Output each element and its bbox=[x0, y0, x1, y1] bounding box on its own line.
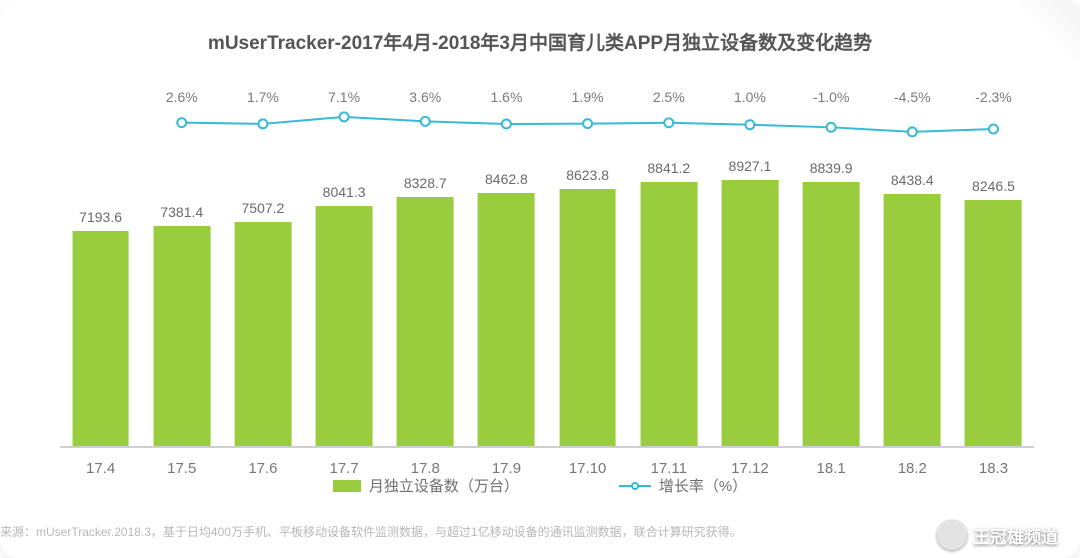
watermark: 王冠雄频道 bbox=[937, 520, 1058, 550]
bar bbox=[316, 206, 373, 446]
column: 8246.518.3-2.3% bbox=[953, 75, 1034, 446]
bar-value-label: 8839.9 bbox=[810, 160, 853, 176]
legend-bar-label: 月独立设备数（万台） bbox=[369, 475, 519, 496]
legend-line-label: 增长率（%） bbox=[659, 475, 747, 496]
bar-value-label: 7193.6 bbox=[79, 209, 122, 225]
legend-line-swatch bbox=[619, 481, 651, 491]
source-text: 来源：mUserTracker.2018.3，基于日均400万手机、平板移动设备… bbox=[0, 523, 742, 540]
growth-label: -4.5% bbox=[894, 89, 931, 105]
watermark-avatar bbox=[937, 520, 967, 550]
growth-label: 1.0% bbox=[734, 89, 766, 105]
column: 8841.217.112.5% bbox=[628, 75, 709, 446]
bar-value-label: 8927.1 bbox=[729, 158, 772, 174]
bar-value-label: 8041.3 bbox=[323, 184, 366, 200]
chart-container: mUserTracker-2017年4月-2018年3月中国育儿类APP月独立设… bbox=[0, 0, 1080, 558]
growth-label: -1.0% bbox=[813, 89, 850, 105]
bar bbox=[397, 197, 454, 446]
column: 7507.217.61.7% bbox=[222, 75, 303, 446]
growth-label: -2.3% bbox=[975, 89, 1012, 105]
column: 8839.918.1-1.0% bbox=[791, 75, 872, 446]
bar bbox=[965, 200, 1022, 446]
column: 7381.417.52.6% bbox=[141, 75, 222, 446]
column: 8328.717.83.6% bbox=[385, 75, 466, 446]
bar-value-label: 8246.5 bbox=[972, 178, 1015, 194]
bar-value-label: 8623.8 bbox=[566, 167, 609, 183]
legend-bar: 月独立设备数（万台） bbox=[333, 475, 519, 496]
growth-label: 7.1% bbox=[328, 89, 360, 105]
watermark-text: 王冠雄频道 bbox=[973, 523, 1058, 548]
chart-title: mUserTracker-2017年4月-2018年3月中国育儿类APP月独立设… bbox=[0, 28, 1080, 55]
growth-label: 2.6% bbox=[166, 89, 198, 105]
column: 8462.817.91.6% bbox=[466, 75, 547, 446]
plot-area: 7193.617.47381.417.52.6%7507.217.61.7%80… bbox=[60, 75, 1034, 448]
legend-bar-swatch bbox=[333, 480, 361, 492]
bar bbox=[722, 180, 779, 446]
column: 7193.617.4 bbox=[60, 75, 141, 446]
growth-label: 1.9% bbox=[572, 89, 604, 105]
column: 8438.418.2-4.5% bbox=[872, 75, 953, 446]
bar-value-label: 7507.2 bbox=[242, 200, 285, 216]
bar bbox=[72, 231, 129, 446]
growth-label: 2.5% bbox=[653, 89, 685, 105]
bar bbox=[640, 182, 697, 446]
bar-value-label: 8328.7 bbox=[404, 175, 447, 191]
bar-value-label: 8841.2 bbox=[647, 160, 690, 176]
bar bbox=[884, 194, 941, 446]
column: 8623.817.101.9% bbox=[547, 75, 628, 446]
growth-label: 1.6% bbox=[490, 89, 522, 105]
bar bbox=[235, 222, 292, 446]
column: 8927.117.121.0% bbox=[709, 75, 790, 446]
bar bbox=[559, 189, 616, 446]
bar bbox=[478, 193, 535, 446]
bar bbox=[153, 226, 210, 446]
growth-label: 3.6% bbox=[409, 89, 441, 105]
legend: 月独立设备数（万台） 增长率（%） bbox=[0, 475, 1080, 496]
growth-label: 1.7% bbox=[247, 89, 279, 105]
bar-value-label: 8438.4 bbox=[891, 172, 934, 188]
legend-line: 增长率（%） bbox=[619, 475, 747, 496]
bar-value-label: 7381.4 bbox=[160, 204, 203, 220]
columns: 7193.617.47381.417.52.6%7507.217.61.7%80… bbox=[60, 75, 1034, 446]
bar bbox=[803, 182, 860, 446]
column: 8041.317.77.1% bbox=[304, 75, 385, 446]
bar-value-label: 8462.8 bbox=[485, 171, 528, 187]
